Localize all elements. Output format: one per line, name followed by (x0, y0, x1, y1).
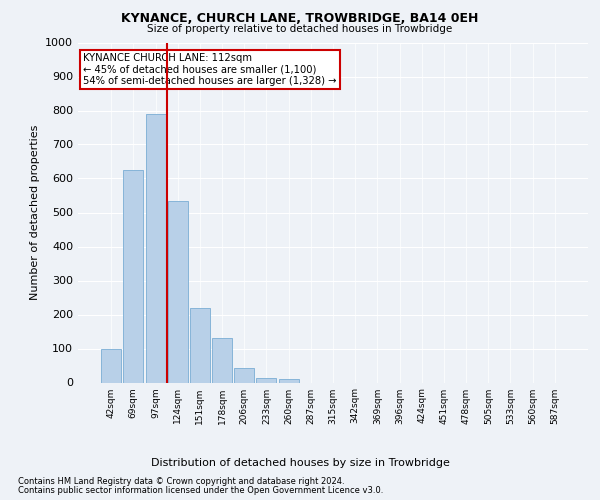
Text: Contains HM Land Registry data © Crown copyright and database right 2024.: Contains HM Land Registry data © Crown c… (18, 477, 344, 486)
Text: Distribution of detached houses by size in Trowbridge: Distribution of detached houses by size … (151, 458, 449, 468)
Bar (212, 338, 232, 382)
Bar (190, 308, 210, 382)
Text: KYNANCE CHURCH LANE: 112sqm
← 45% of detached houses are smaller (1,100)
54% of : KYNANCE CHURCH LANE: 112sqm ← 45% of det… (83, 52, 337, 86)
Bar (124, 170, 143, 382)
Bar (234, 368, 254, 382)
Text: Size of property relative to detached houses in Trowbridge: Size of property relative to detached ho… (148, 24, 452, 34)
Bar (146, 114, 166, 382)
Text: Contains public sector information licensed under the Open Government Licence v3: Contains public sector information licen… (18, 486, 383, 495)
Bar (278, 379, 299, 382)
Bar (101, 348, 121, 382)
Bar (256, 378, 277, 382)
Text: KYNANCE, CHURCH LANE, TROWBRIDGE, BA14 0EH: KYNANCE, CHURCH LANE, TROWBRIDGE, BA14 0… (121, 12, 479, 26)
Y-axis label: Number of detached properties: Number of detached properties (29, 125, 40, 300)
Bar (168, 200, 188, 382)
